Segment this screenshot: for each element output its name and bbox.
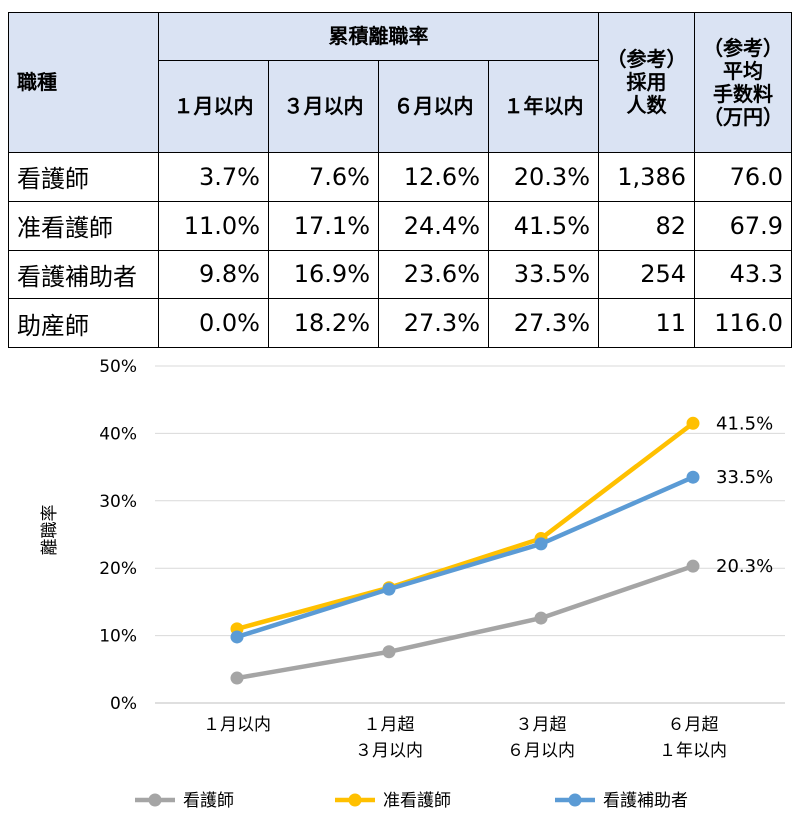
role-header: 職種 (8, 11, 159, 154)
x-tick-label: ６月以内 (507, 741, 575, 761)
rate-cell: 17.1% (268, 200, 379, 251)
rate-cell: 0.0% (158, 298, 269, 348)
fee-header-line: 平均 (723, 58, 763, 83)
legend-label: 看護師 (183, 791, 234, 811)
data-point (534, 537, 548, 551)
legend-label: 准看護師 (383, 791, 451, 811)
rate-cell: 20.3% (488, 152, 599, 202)
hires-cell: 11 (598, 298, 695, 348)
hires-cell: 254 (598, 249, 695, 300)
data-point (230, 630, 244, 644)
data-point (686, 470, 700, 484)
data-point (534, 611, 548, 625)
hires-header: （参考） 採用 人数 (598, 11, 695, 154)
fee-header-line: 手数料 (713, 81, 773, 106)
hires-header-line: 採用 (626, 70, 667, 95)
rate-cell: 24.4% (378, 200, 489, 251)
role-cell: 准看護師 (8, 200, 159, 251)
table-row: 看護補助者 9.8% 16.9% 23.6% 33.5% 254 43.3 (8, 249, 792, 300)
turnover-table: 職種 累積離職率 （参考） 採用 人数 （参考） 平均 手数料 （万円） １月以… (8, 11, 792, 348)
hires-cell: 1,386 (598, 152, 695, 202)
rate-cell: 3.7% (158, 152, 269, 202)
fee-header-line: （万円） (703, 104, 783, 129)
x-tick-label: ３月以内 (355, 741, 423, 761)
rate-cell: 9.8% (158, 249, 269, 300)
period-header: ６月以内 (378, 59, 489, 154)
y-tick-label: 50% (99, 357, 137, 377)
rate-cell: 11.0% (158, 200, 269, 251)
legend-marker (148, 793, 162, 807)
y-tick-label: 0% (110, 694, 137, 714)
data-point (382, 582, 396, 596)
rate-cell: 33.5% (488, 249, 599, 300)
x-tick-label: １月以内 (203, 715, 271, 735)
data-point (230, 671, 244, 685)
x-tick-label: ６月超 (668, 715, 719, 735)
table-row: 看護師 3.7% 7.6% 12.6% 20.3% 1,386 76.0 (8, 152, 792, 202)
data-point (686, 559, 700, 573)
fee-cell: 116.0 (694, 298, 792, 348)
cumulative-rate-header: 累積離職率 (158, 12, 599, 61)
y-tick-label: 40% (99, 424, 137, 444)
fee-cell: 67.9 (694, 200, 792, 251)
role-cell: 看護師 (8, 152, 159, 202)
legend-label: 看護補助者 (603, 791, 688, 811)
period-header: ３月以内 (268, 59, 379, 154)
legend-marker (568, 793, 582, 807)
x-tick-label: １月超 (364, 715, 415, 735)
y-tick-label: 30% (99, 492, 137, 512)
data-point (686, 416, 700, 430)
period-header: １年以内 (488, 59, 599, 154)
rate-cell: 23.6% (378, 249, 489, 300)
series-line (234, 563, 696, 681)
series-line (234, 421, 696, 632)
data-label: 33.5% (716, 467, 773, 488)
rate-cell: 27.3% (378, 298, 489, 348)
rate-cell: 27.3% (488, 298, 599, 348)
y-axis-label: 離職率 (40, 505, 60, 556)
y-tick-label: 20% (99, 559, 137, 579)
table-row: 助産師 0.0% 18.2% 27.3% 27.3% 11 116.0 (8, 298, 792, 348)
legend-marker (348, 793, 362, 807)
data-point (382, 645, 396, 659)
hires-header-line: 人数 (626, 93, 667, 118)
fee-cell: 76.0 (694, 152, 792, 202)
hires-cell: 82 (598, 200, 695, 251)
fee-header: （参考） 平均 手数料 （万円） (694, 11, 792, 154)
data-label: 20.3% (716, 556, 773, 577)
turnover-line-chart: 離職率 0% 10% 20% 30% 40% 50% １月以内 １月超 ３月以内 ３月超 ６月以内 ６… (40, 357, 785, 811)
period-header: １月以内 (158, 59, 269, 154)
y-tick-label: 10% (99, 627, 137, 647)
hires-header-line: （参考） (606, 47, 687, 72)
x-tick-label: １年以内 (659, 741, 727, 761)
x-tick-label: ３月超 (516, 715, 567, 735)
series-line (234, 474, 696, 640)
rate-cell: 41.5% (488, 200, 599, 251)
role-cell: 看護補助者 (8, 249, 159, 300)
fee-cell: 43.3 (694, 249, 792, 300)
role-cell: 助産師 (8, 298, 159, 348)
table-row: 准看護師 11.0% 17.1% 24.4% 41.5% 82 67.9 (8, 200, 792, 251)
fee-header-line: （参考） (703, 35, 783, 60)
data-label: 41.5% (716, 413, 773, 434)
rate-cell: 12.6% (378, 152, 489, 202)
rate-cell: 16.9% (268, 249, 379, 300)
rate-cell: 7.6% (268, 152, 379, 202)
rate-cell: 18.2% (268, 298, 379, 348)
